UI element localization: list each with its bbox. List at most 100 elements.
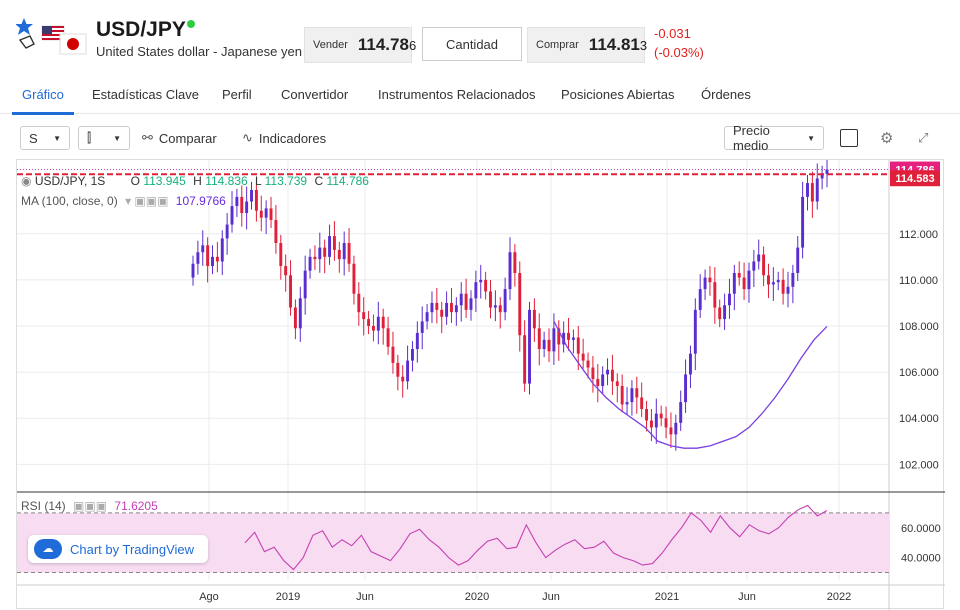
candle-body xyxy=(489,291,492,308)
candle-body xyxy=(230,206,234,225)
candle-body xyxy=(596,379,600,386)
candle-body xyxy=(625,402,629,405)
tab-convertidor[interactable]: Convertidor xyxy=(281,87,349,102)
ma-controls-icon[interactable]: ▾ ▣▣▣ xyxy=(125,194,169,208)
candle-body xyxy=(820,173,824,179)
rsi-label: RSI (14) xyxy=(21,499,66,513)
chart-type-select[interactable]: ⫿ ▼ xyxy=(78,126,130,150)
quantity-button[interactable]: Cantidad xyxy=(422,27,522,61)
candle-body xyxy=(513,252,517,273)
legend-close: 114.786 xyxy=(326,174,369,188)
candle-body xyxy=(352,263,356,294)
candle-body xyxy=(684,374,688,403)
buy-button[interactable]: Comprar 114.813 xyxy=(527,27,647,63)
candle-body xyxy=(571,337,575,340)
fullscreen-button[interactable]: ⤢ xyxy=(918,126,928,150)
candle-body xyxy=(430,302,434,313)
tradingview-branding[interactable]: ☁ Chart by TradingView xyxy=(28,535,208,563)
indicators-button[interactable]: ∿ Indicadores xyxy=(242,126,326,150)
sell-button[interactable]: Vender 114.786 xyxy=(304,27,416,63)
candle-body xyxy=(757,254,761,262)
tab-posiciones[interactable]: Posiciones Abiertas xyxy=(561,87,675,102)
compare-button[interactable]: ⚯ Comparar xyxy=(142,126,217,150)
legend-rsi: RSI (14) ▣▣▣ 71.6205 xyxy=(21,499,158,513)
candle-body xyxy=(323,247,327,257)
candle-body xyxy=(591,367,595,380)
candle-body xyxy=(771,282,775,285)
candle-body xyxy=(337,249,341,260)
candle-body xyxy=(825,169,829,174)
candle-body xyxy=(732,272,736,294)
candle-body xyxy=(659,413,663,419)
candle-body xyxy=(776,279,780,283)
candle-body xyxy=(630,388,634,403)
us-flag-icon xyxy=(41,25,65,41)
candle-body xyxy=(791,272,795,287)
candle-body xyxy=(752,261,756,271)
candle-body xyxy=(645,409,649,421)
candle-body xyxy=(498,305,502,313)
tab-ordenes[interactable]: Órdenes xyxy=(701,87,751,102)
candle-body xyxy=(815,178,819,202)
time-tick-label: Jun xyxy=(356,591,374,603)
alert-bell-icon xyxy=(18,35,35,49)
candle-body xyxy=(362,312,366,320)
candle-body xyxy=(718,307,722,320)
candle-body xyxy=(547,339,551,352)
rsi-controls-icon[interactable]: ▣▣▣ xyxy=(73,499,108,513)
tradingview-logo-icon: ☁ xyxy=(34,539,62,559)
time-tick-label: 2021 xyxy=(655,591,679,603)
candle-body xyxy=(201,245,205,253)
tab-grafico[interactable]: Gráfico xyxy=(12,87,74,115)
candle-body xyxy=(298,298,302,329)
candle-body xyxy=(381,316,385,329)
gear-icon: ⚙ xyxy=(880,130,894,147)
candle-body xyxy=(688,353,692,375)
candle-body xyxy=(508,252,512,290)
candle-body xyxy=(371,326,375,331)
time-tick-label: 2020 xyxy=(465,591,489,603)
candle-body xyxy=(664,418,668,428)
rsi-line xyxy=(244,504,828,571)
candle-body xyxy=(264,208,268,218)
chevron-down-icon: ▼ xyxy=(807,133,815,143)
flags-icon xyxy=(16,18,87,55)
chart-canvas[interactable]: 112.000 110.000 108.000 106.000 104.000 102.0… xyxy=(17,160,945,610)
candle-body xyxy=(401,376,405,382)
candle-body xyxy=(606,369,610,375)
compare-label: Comparar xyxy=(158,130,217,146)
candle-body xyxy=(640,397,644,409)
candle-body xyxy=(245,201,249,214)
candle-body xyxy=(420,321,424,333)
candle-body xyxy=(293,307,297,329)
candle-body xyxy=(484,279,488,292)
candle-body xyxy=(206,245,210,267)
candle-body xyxy=(284,266,288,276)
time-tick-label: Jun xyxy=(542,591,560,603)
price-chart[interactable]: 112.000 110.000 108.000 106.000 104.000 102.0… xyxy=(16,159,945,610)
tab-perfil[interactable]: Perfil xyxy=(222,87,252,102)
time-tick-label: 2022 xyxy=(827,591,851,603)
drawing-toggle[interactable] xyxy=(840,126,858,150)
legend-ma: MA (100, close, 0) ▾ ▣▣▣ 107.9766 xyxy=(21,194,226,208)
candle-body xyxy=(737,272,741,278)
candle-body xyxy=(396,362,400,377)
candle-body xyxy=(474,282,478,299)
candle-body xyxy=(391,346,395,363)
candle-body xyxy=(435,302,439,310)
indicators-icon: ∿ xyxy=(242,130,253,145)
candle-body xyxy=(679,402,683,423)
tab-instrumentos[interactable]: Instrumentos Relacionados xyxy=(378,87,536,102)
jp-flag-icon xyxy=(59,33,87,55)
legend-h-label: H xyxy=(193,174,202,188)
candle-body xyxy=(810,183,814,202)
candle-body xyxy=(347,243,351,264)
settings-button[interactable]: ⚙ xyxy=(880,126,893,150)
tab-estadisticas[interactable]: Estadísticas Clave xyxy=(92,87,199,102)
instrument-title: USD/JPY xyxy=(96,18,186,41)
legend-symbol: USD/JPY, 1S xyxy=(34,174,106,188)
price-type-select[interactable]: Precio medio ▼ xyxy=(724,123,824,153)
candle-body xyxy=(781,279,785,294)
interval-select[interactable]: S ▼ xyxy=(20,126,70,150)
compare-icon: ⚯ xyxy=(142,130,153,145)
